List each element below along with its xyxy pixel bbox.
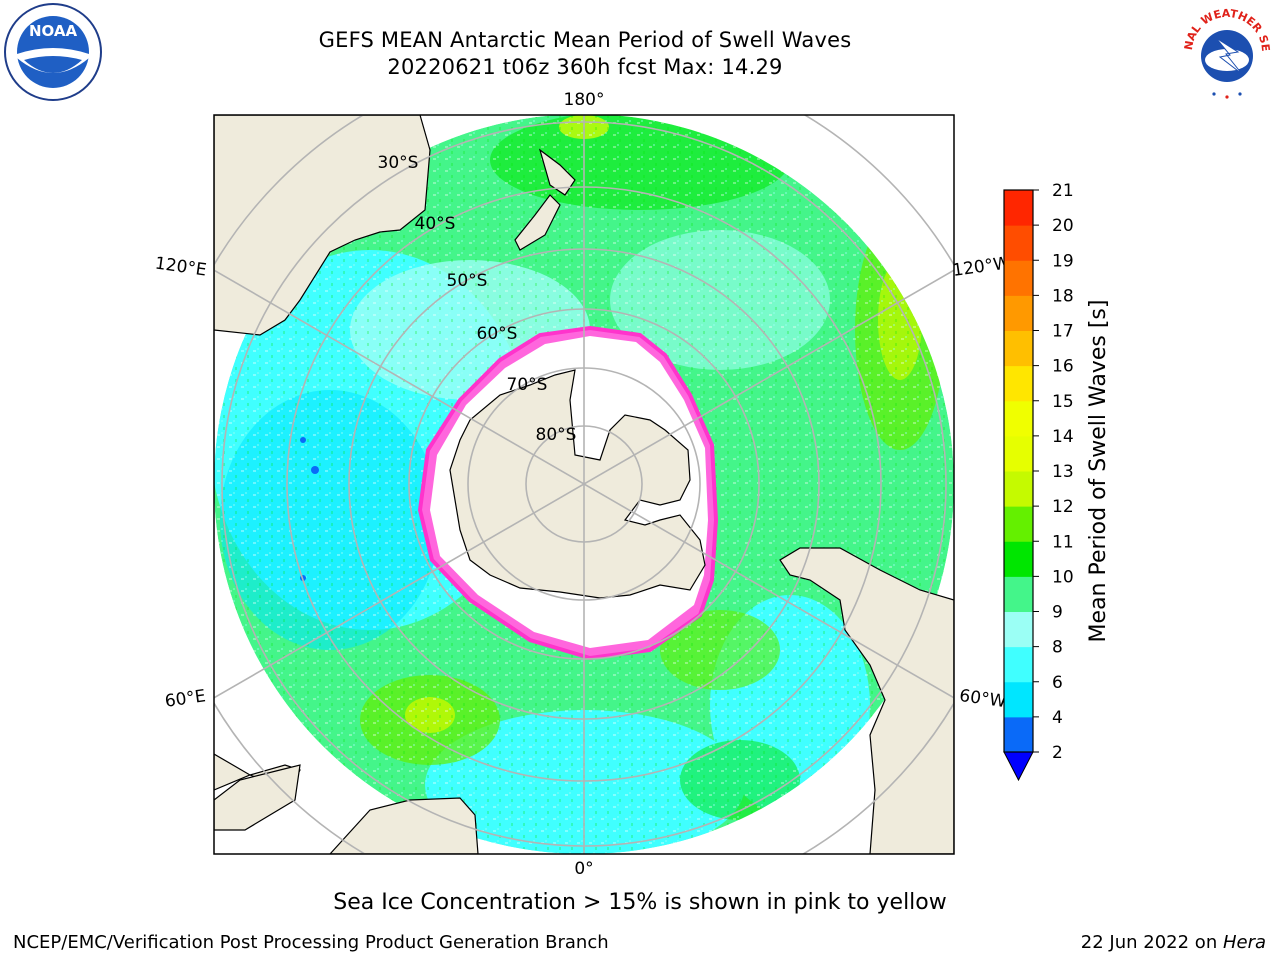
lon-label-60w: 60°W (958, 686, 1007, 712)
land-masses (214, 115, 954, 854)
colorbar-segment (1004, 506, 1033, 542)
colorbar: 2 4 6 8 9 10 11 12 13 14 15 16 17 18 19 20 21 (1003, 181, 1074, 782)
colorbar-tick-label: 17 (1052, 322, 1074, 342)
lat-label-70s: 70°S (507, 375, 548, 395)
footer-credit: NCEP/EMC/Verification Post Processing Pr… (13, 932, 609, 953)
colorbar-tick-label: 6 (1052, 673, 1063, 693)
colorbar-tick-label: 18 (1052, 286, 1074, 306)
colorbar-segment (1004, 225, 1033, 261)
footer-date: 22 Jun 2022 on Hera (1081, 932, 1266, 953)
colorbar-tick-label: 13 (1052, 462, 1074, 482)
colorbar-tick-label: 14 (1052, 427, 1074, 447)
chart-title: GEFS MEAN Antarctic Mean Period of Swell… (318, 28, 852, 52)
noaa-logo: NOAA (4, 3, 102, 101)
colorbar-tick-label: 16 (1052, 357, 1074, 377)
lon-label-120e: 120°E (154, 254, 208, 281)
colorbar-segment (1004, 576, 1033, 612)
lat-label-30s: 30°S (378, 153, 419, 173)
colorbar-label: Mean Period of Swell Waves [s] (1086, 300, 1111, 643)
colorbar-segment (1004, 435, 1033, 472)
colorbar-tick-label: 12 (1052, 497, 1074, 517)
colorbar-segment (1004, 471, 1033, 507)
colorbar-segment (1004, 681, 1033, 718)
noaa-logo-text: NOAA (29, 22, 78, 40)
colorbar-tick-label: 11 (1052, 532, 1074, 552)
lat-label-80s: 80°S (536, 425, 577, 445)
colorbar-segment (1004, 611, 1033, 648)
nws-logo: NATIONAL WEATHER SERVICE (1176, 2, 1273, 99)
colorbar-tick-label: 4 (1052, 708, 1063, 728)
map-frame (213, 114, 955, 855)
colorbar-segment (1004, 541, 1033, 577)
colorbar-tick-label: 20 (1052, 216, 1074, 236)
colorbar-under-arrow (1003, 751, 1034, 782)
footer-host: Hera (1222, 932, 1266, 953)
colorbar-tick-label: 8 (1052, 638, 1063, 658)
colorbar-tick-label: 9 (1052, 603, 1063, 623)
colorbar-tick-label: 19 (1052, 251, 1074, 271)
colorbar-tick-label: 10 (1052, 567, 1074, 587)
lat-label-50s: 50°S (447, 271, 488, 291)
colorbar-segment (1004, 260, 1033, 296)
lon-label-180: 180° (564, 90, 605, 110)
colorbar-tick-label: 15 (1052, 392, 1074, 412)
lon-label-0: 0° (574, 859, 593, 879)
lat-label-60s: 60°S (477, 324, 518, 344)
colorbar-tick-label: 21 (1052, 181, 1074, 201)
colorbar-segment (1004, 295, 1033, 331)
colorbar-segment (1004, 716, 1033, 753)
colorbar-segment (1004, 400, 1033, 437)
chart-subtitle: 20220621 t06z 360h fcst Max: 14.29 (387, 55, 783, 79)
colorbar-segment (1004, 190, 1033, 226)
lon-label-60e: 60°E (164, 686, 207, 711)
colorbar-segment (1004, 646, 1033, 683)
colorbar-segment (1004, 365, 1033, 402)
colorbar-segment (1004, 330, 1033, 367)
graticule (214, 115, 954, 854)
lon-label-120w: 120°W (951, 253, 1011, 281)
caption: Sea Ice Concentration > 15% is shown in … (333, 890, 947, 915)
footer-date-prefix: 22 Jun 2022 on (1080, 932, 1223, 953)
colorbar-tick-label: 2 (1052, 743, 1063, 763)
lat-label-40s: 40°S (415, 214, 456, 234)
